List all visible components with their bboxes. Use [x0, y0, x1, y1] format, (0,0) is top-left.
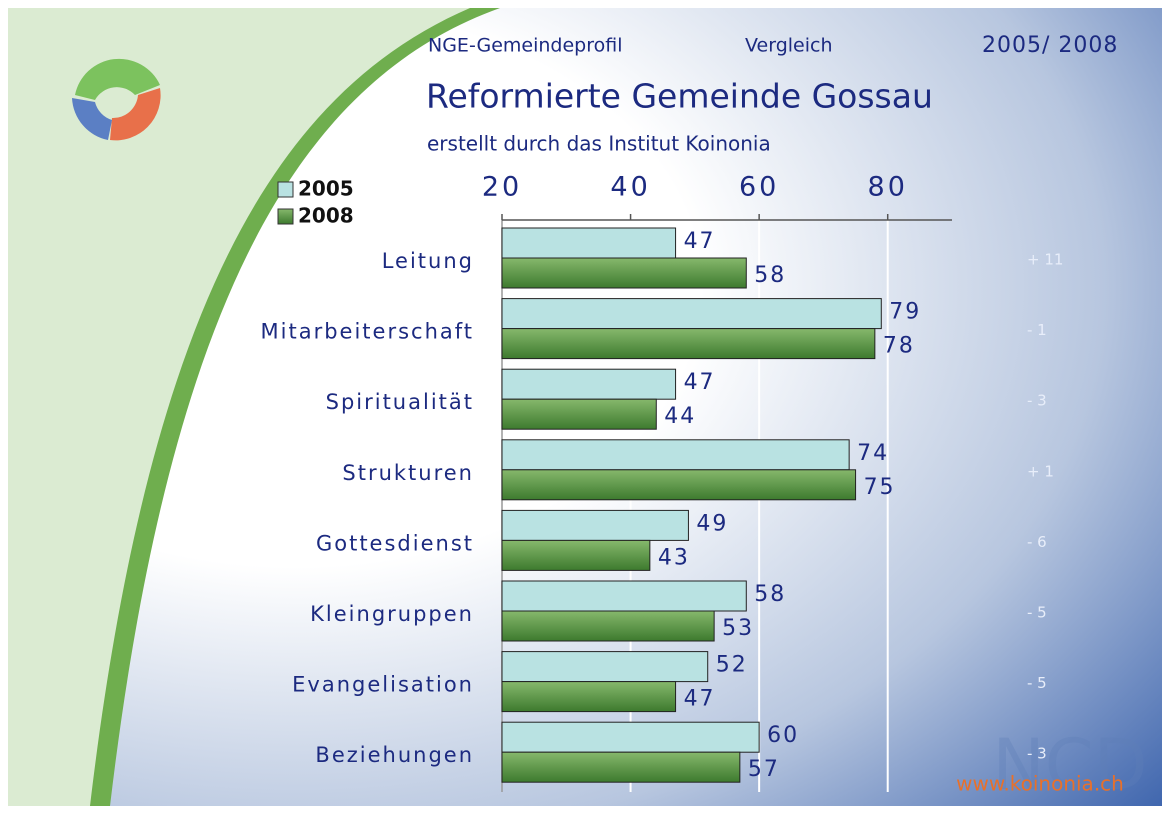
- value-label: 47: [684, 229, 716, 254]
- difference-label: - 3: [1027, 392, 1047, 410]
- bar: [502, 752, 740, 782]
- difference-label: + 1: [1027, 462, 1054, 480]
- value-label: 53: [722, 616, 754, 641]
- value-label: 58: [754, 582, 786, 607]
- header-text: NGE-Gemeindeprofil: [428, 35, 623, 57]
- bar: [502, 682, 676, 712]
- bar: [502, 722, 759, 752]
- value-label: 78: [883, 334, 915, 359]
- bar: [502, 440, 849, 470]
- bar: [502, 369, 676, 399]
- bar: [502, 470, 856, 500]
- difference-label: - 5: [1027, 674, 1047, 692]
- x-tick-label: 80: [868, 172, 908, 203]
- x-tick-label: 20: [482, 172, 522, 203]
- value-label: 60: [767, 723, 799, 748]
- difference-label: - 1: [1027, 321, 1047, 339]
- legend-label: 2005: [298, 177, 354, 201]
- bar: [502, 228, 676, 258]
- bar: [502, 581, 746, 611]
- category-label: Spiritualität: [326, 390, 474, 414]
- value-label: 57: [748, 757, 780, 782]
- difference-label: - 3: [1027, 745, 1047, 763]
- difference-label: + 11: [1027, 251, 1063, 269]
- value-label: 47: [684, 687, 716, 712]
- bar: [502, 510, 688, 540]
- legend-swatch: [278, 182, 293, 197]
- chart-title: Reformierte Gemeinde Gossau: [426, 77, 933, 116]
- category-label: Leitung: [382, 249, 474, 273]
- bar: [502, 329, 875, 359]
- chart: NGE-Gemeindeprofil Vergleich 2005/ 2008 …: [0, 0, 1174, 814]
- bar: [502, 258, 746, 288]
- x-tick-label: 40: [610, 172, 650, 203]
- value-label: 52: [716, 653, 748, 678]
- difference-label: - 5: [1027, 604, 1047, 622]
- value-label: 47: [684, 370, 716, 395]
- value-label: 49: [696, 511, 728, 536]
- legend-swatch: [278, 209, 293, 224]
- bar: [502, 540, 650, 570]
- category-label: Beziehungen: [315, 743, 474, 767]
- value-label: 44: [664, 404, 696, 429]
- value-label: 79: [889, 300, 921, 325]
- bar: [502, 611, 714, 641]
- value-label: 75: [864, 475, 896, 500]
- value-label: 58: [754, 263, 786, 288]
- header-text: 2005/ 2008: [982, 33, 1118, 58]
- footer: www.koinonia.ch: [956, 772, 1124, 796]
- category-label: Kleingruppen: [310, 602, 474, 626]
- bar: [502, 652, 708, 682]
- bar: [502, 299, 881, 329]
- chart-subtitle: erstellt durch das Institut Koinonia: [427, 132, 771, 156]
- value-label: 74: [857, 441, 889, 466]
- difference-label: - 6: [1027, 533, 1047, 551]
- category-label: Evangelisation: [292, 673, 474, 697]
- x-tick-label: 60: [739, 172, 779, 203]
- category-label: Gottesdienst: [316, 531, 474, 555]
- category-label: Strukturen: [342, 461, 474, 485]
- bar: [502, 399, 656, 429]
- category-label: Mitarbeiterschaft: [261, 320, 474, 344]
- header-text: Vergleich: [745, 35, 833, 57]
- value-label: 43: [658, 545, 690, 570]
- legend-label: 2008: [298, 204, 354, 228]
